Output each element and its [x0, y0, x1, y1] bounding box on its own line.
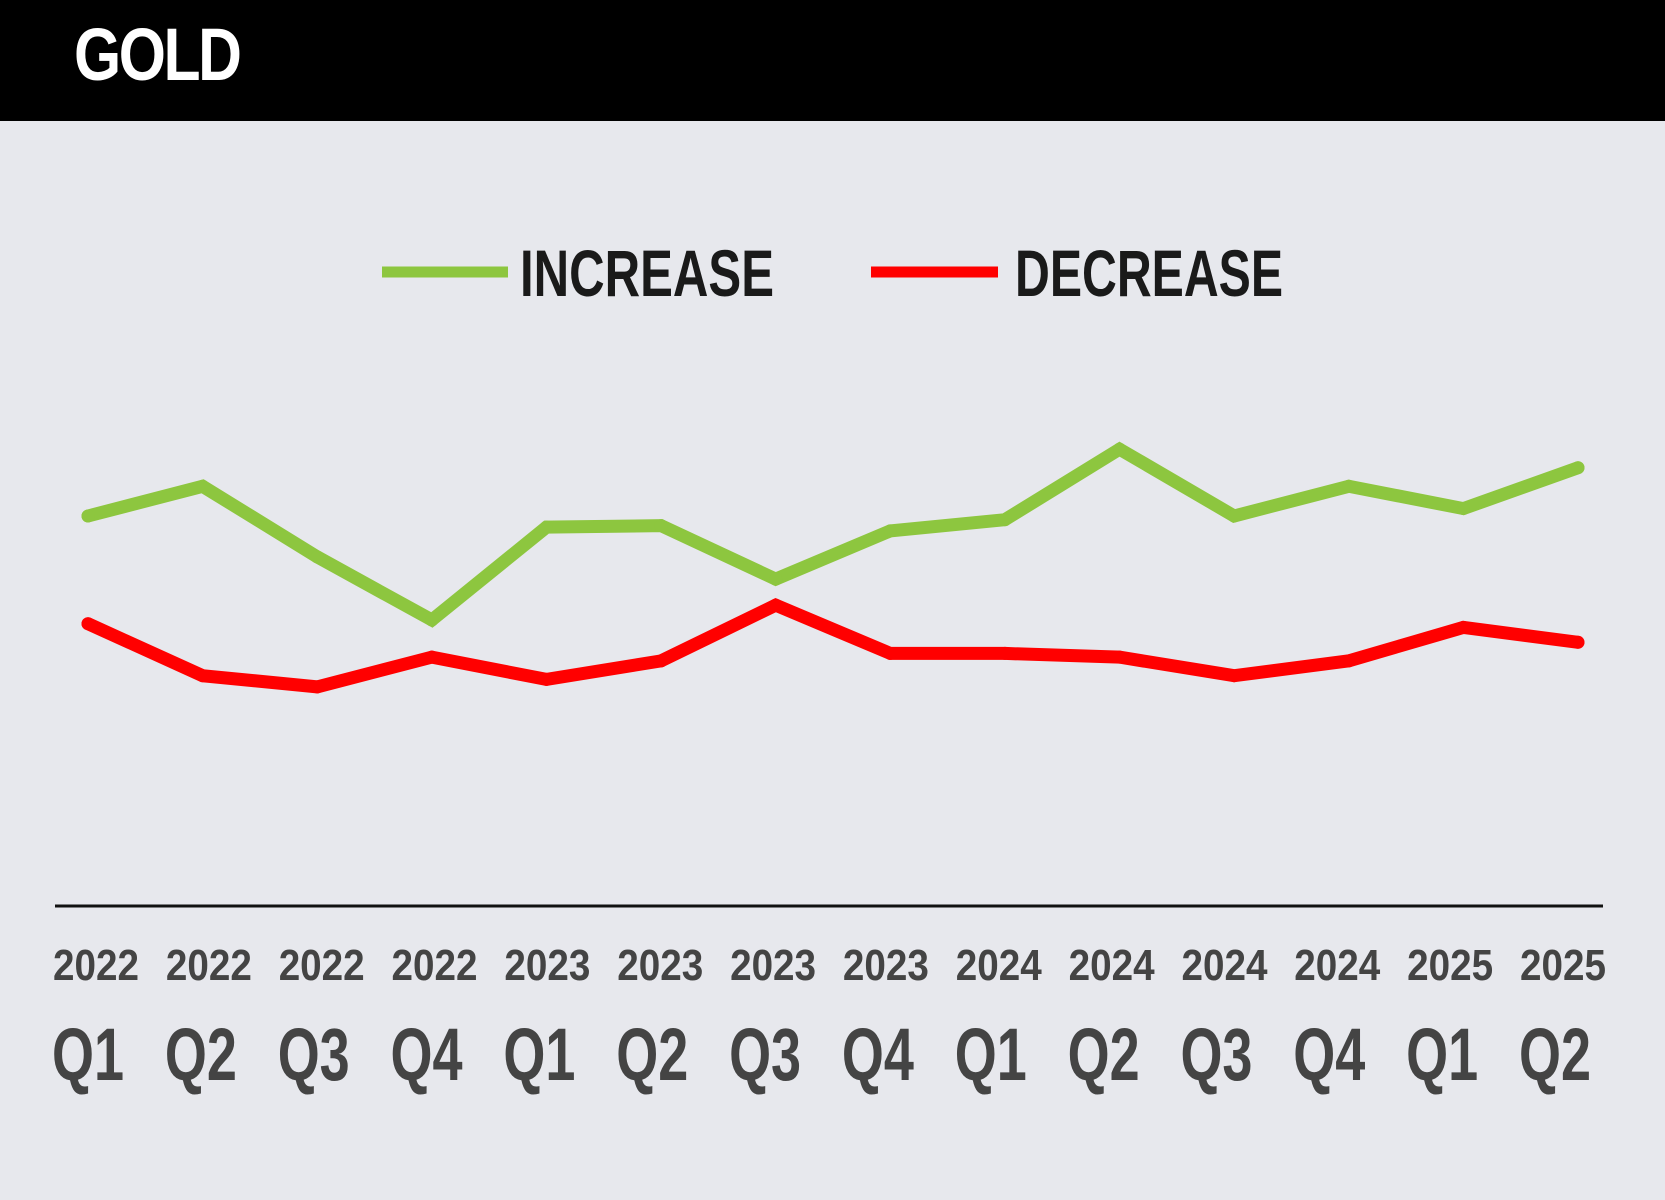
x-tick-year-5: 2023 [617, 941, 703, 990]
data-point-increase-4 [539, 520, 553, 534]
x-tick-year-0: 2022 [53, 941, 139, 990]
legend-label-decrease: DECREASE [1015, 236, 1283, 310]
x-tick-quarter-1: Q2 [165, 1013, 237, 1096]
series-line-increase [81, 441, 1585, 628]
x-tick-quarter-12: Q1 [1406, 1013, 1478, 1096]
x-axis-ticks: 2022 Q1 2022 Q2 2022 Q3 2022 Q4 2023 Q1 2023 Q2 2023… [52, 941, 1606, 1096]
chart-title: GOLD [74, 13, 242, 96]
data-point-decrease-6 [769, 598, 783, 612]
x-tick-year-9: 2024 [1069, 941, 1155, 990]
series-line-decrease [81, 598, 1585, 694]
data-point-decrease-0 [81, 617, 95, 631]
x-tick-year-4: 2023 [504, 941, 590, 990]
data-point-decrease-10 [1227, 669, 1241, 683]
x-tick-year-1: 2022 [166, 941, 252, 990]
x-tick-quarter-0: Q1 [52, 1013, 124, 1096]
x-tick-quarter-8: Q1 [955, 1013, 1027, 1096]
data-point-decrease-5 [654, 654, 668, 668]
data-point-decrease-7 [883, 646, 897, 660]
data-point-increase-8 [998, 513, 1012, 527]
data-point-decrease-3 [425, 650, 439, 664]
x-tick-year-10: 2024 [1181, 941, 1267, 990]
series-layer [81, 441, 1585, 694]
header-bar: GOLD [0, 0, 1665, 121]
x-tick-year-3: 2022 [392, 941, 478, 990]
x-tick-quarter-2: Q3 [278, 1013, 350, 1096]
data-point-increase-12 [1456, 502, 1470, 516]
x-tick-quarter-9: Q2 [1068, 1013, 1140, 1096]
data-point-decrease-8 [998, 646, 1012, 660]
data-point-increase-7 [883, 524, 897, 538]
x-tick-quarter-5: Q2 [616, 1013, 688, 1096]
x-tick-quarter-13: Q2 [1519, 1013, 1591, 1096]
data-point-increase-9 [1113, 442, 1127, 456]
data-point-decrease-2 [310, 680, 324, 694]
x-tick-quarter-7: Q4 [842, 1013, 914, 1096]
x-tick-year-6: 2023 [730, 941, 816, 990]
data-point-increase-13 [1571, 461, 1585, 475]
data-point-increase-5 [654, 519, 668, 533]
data-point-decrease-13 [1571, 635, 1585, 649]
x-tick-quarter-11: Q4 [1293, 1013, 1365, 1096]
x-tick-year-8: 2024 [956, 941, 1042, 990]
chart-legend: INCREASE DECREASE [382, 236, 1283, 310]
x-tick-quarter-10: Q3 [1180, 1013, 1252, 1096]
x-tick-quarter-4: Q1 [503, 1013, 575, 1096]
legend-label-increase: INCREASE [520, 236, 774, 310]
x-tick-year-2: 2022 [279, 941, 365, 990]
data-point-decrease-9 [1113, 650, 1127, 664]
x-tick-quarter-6: Q3 [729, 1013, 801, 1096]
x-tick-year-11: 2024 [1294, 941, 1380, 990]
data-point-increase-2 [310, 550, 324, 564]
data-point-decrease-1 [196, 669, 210, 683]
data-point-increase-1 [196, 479, 210, 493]
data-point-increase-11 [1342, 479, 1356, 493]
data-point-decrease-12 [1456, 620, 1470, 634]
data-point-decrease-4 [539, 672, 553, 686]
data-point-increase-6 [769, 572, 783, 586]
data-point-increase-3 [425, 613, 439, 627]
data-point-increase-0 [81, 509, 95, 523]
data-point-decrease-11 [1342, 654, 1356, 668]
x-tick-quarter-3: Q4 [391, 1013, 463, 1096]
x-tick-year-7: 2023 [843, 941, 929, 990]
x-tick-year-13: 2025 [1520, 941, 1606, 990]
x-tick-year-12: 2025 [1407, 941, 1493, 990]
data-point-increase-10 [1227, 509, 1241, 523]
